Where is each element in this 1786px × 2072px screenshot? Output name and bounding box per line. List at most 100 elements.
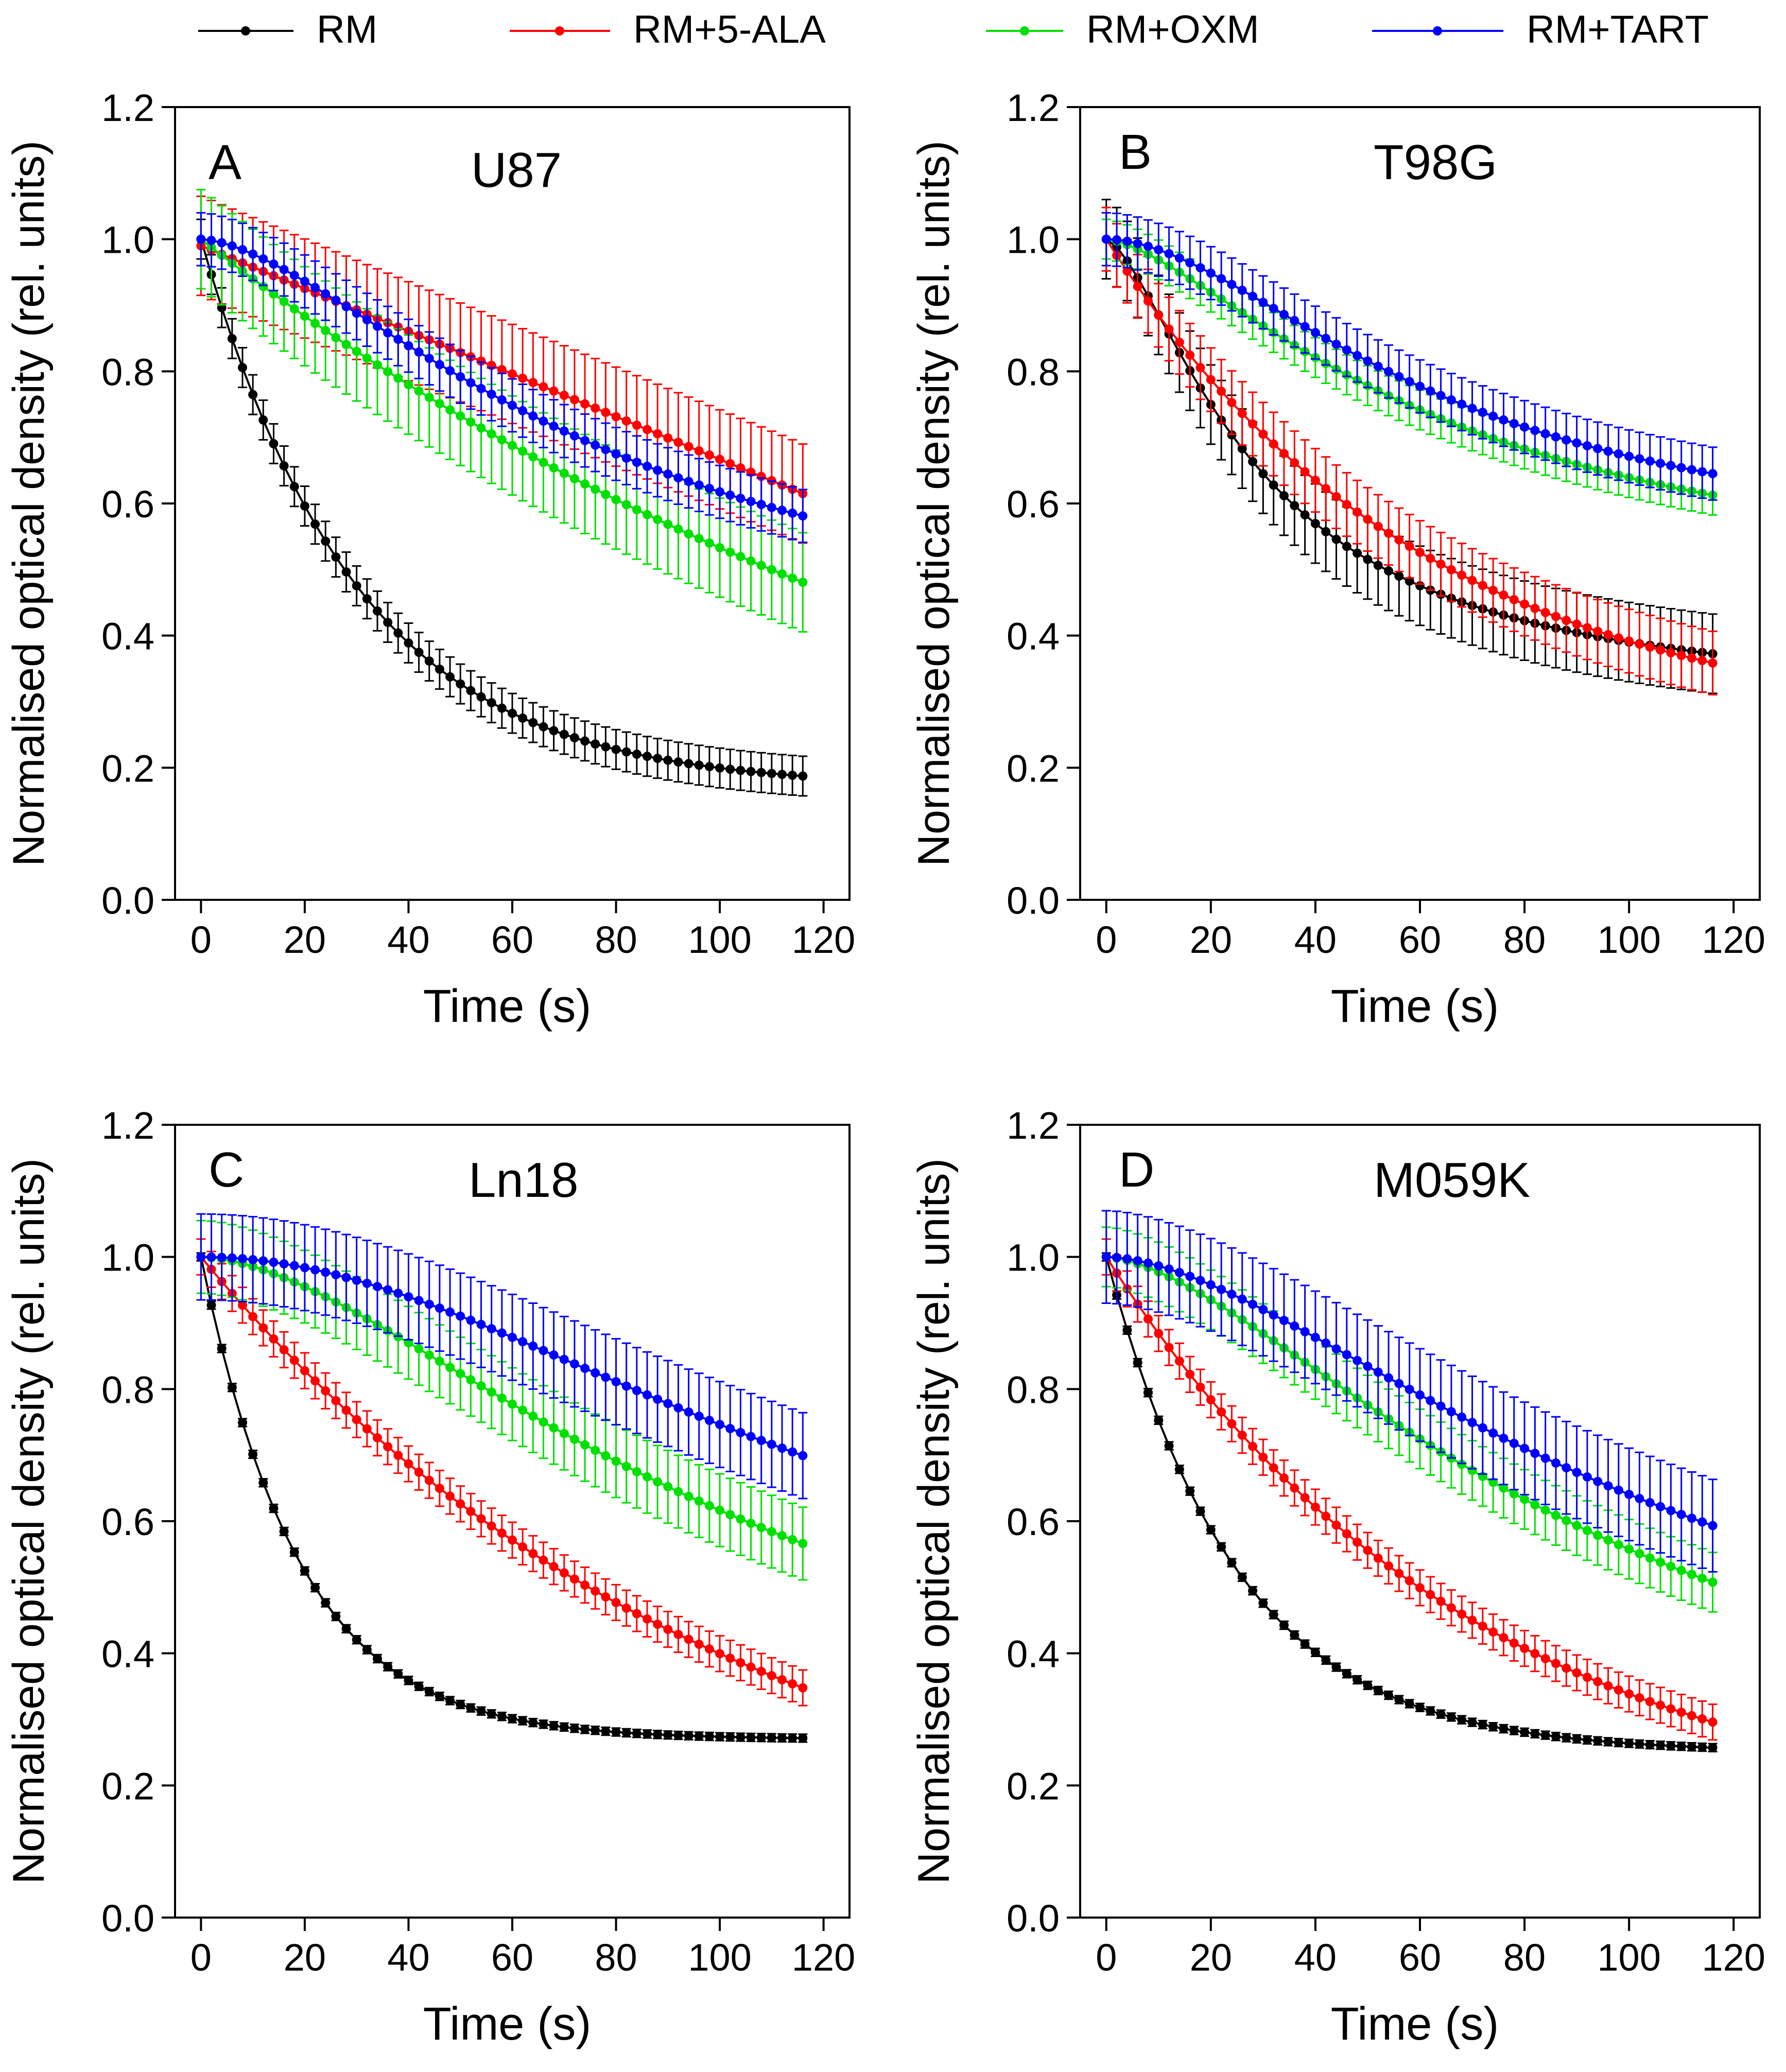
panel-b-data xyxy=(1101,199,1718,696)
panel-d-series-rm-5-ala-point xyxy=(1687,1711,1696,1720)
panel-c-series-rm-5-ala-point xyxy=(476,1514,486,1524)
panel-d-series-rm-5-ala-point xyxy=(1185,1369,1195,1379)
panel-c-series-rm-tart-point xyxy=(227,1253,237,1263)
panel-a-series-rm-point xyxy=(653,754,663,763)
panel-c-series-rm-point xyxy=(632,1729,641,1738)
panel-a-series-rm-point xyxy=(383,618,393,628)
panel-b-series-rm-5-ala-point xyxy=(1122,266,1132,276)
panel-c-series-rm-point xyxy=(206,1300,216,1310)
panel-c-xtick-label: 0 xyxy=(190,1936,212,1979)
panel-d-series-rm-point xyxy=(1562,1733,1571,1743)
panel-b-ylabel: Normalised optical density (rel. units) xyxy=(909,141,959,866)
panel-c-series-rm-oxm-point xyxy=(643,1472,652,1482)
panel-c-series-rm-oxm-point xyxy=(632,1467,641,1476)
panel-d-series-rm-point xyxy=(1206,1525,1216,1535)
panel-a-series-rm-oxm-point xyxy=(476,423,486,433)
panel-c-series-rm-5-ala-point xyxy=(238,1300,247,1310)
panel-d-series-rm-5-ala-point xyxy=(1676,1708,1686,1717)
panel-b-series-rm-5-ala-point xyxy=(1572,619,1582,629)
panel-c-series-rm-oxm-point xyxy=(621,1461,631,1471)
panel-b-series-rm-5-ala-point xyxy=(1551,612,1560,621)
panel-a-series-rm-oxm-point xyxy=(611,495,621,504)
panel-b-series-rm-point xyxy=(1404,576,1414,586)
panel-d-series-rm-point xyxy=(1687,1742,1696,1752)
panel-a-series-rm-tart-point xyxy=(684,477,693,486)
legend-label-rm-5-ala: RM+5-ALA xyxy=(633,8,826,51)
panel-a-series-rm-5-ala-point xyxy=(497,365,507,375)
panel-d-series-rm-tart-point xyxy=(1614,1485,1623,1495)
panel-c-series-rm-tart-point xyxy=(777,1443,787,1453)
panel-a-series-rm-point xyxy=(569,733,579,743)
panel-a-series-rm-5-ala-point xyxy=(663,433,673,443)
panel-d-series-rm-oxm-point xyxy=(1708,1577,1718,1587)
panel-d-series-rm-point xyxy=(1227,1558,1237,1568)
panel-a-series-rm-5-ala-point xyxy=(643,425,652,434)
panel-c-series-rm-tart-point xyxy=(663,1399,673,1408)
panel-d-series-rm-tart-point xyxy=(1384,1373,1394,1383)
panel-d-series-rm-5-ala-point xyxy=(1321,1511,1331,1521)
panel-b-series-rm-5-ala-point xyxy=(1499,590,1508,600)
panel-d-series-rm-point xyxy=(1174,1465,1184,1474)
panel-d-letter: D xyxy=(1119,1142,1154,1197)
panel-d-ytick-label: 1.2 xyxy=(1007,1104,1060,1147)
panel-d-xtick-label: 60 xyxy=(1399,1936,1441,1979)
panel-b-series-rm xyxy=(1101,199,1718,694)
panel-a-series-rm-5-ala-point xyxy=(621,416,631,426)
panel-c-series-rm-tart-point xyxy=(611,1377,621,1387)
panel-c-series-rm-oxm-point xyxy=(414,1344,424,1354)
panel-d-series-rm-tart-point xyxy=(1279,1316,1289,1326)
panel-c-series-rm-5-ala-point xyxy=(621,1603,631,1613)
panel-c-ylabel: Normalised optical density (rel. units) xyxy=(4,1158,54,1884)
panel-a-series-rm-oxm-point xyxy=(736,552,745,562)
panel-a-series-rm-point xyxy=(632,750,641,759)
panel-b-series-rm-point xyxy=(1342,542,1351,551)
panel-a-series-rm-point xyxy=(404,638,413,648)
panel-a-series-rm-point xyxy=(725,764,735,774)
panel-d-series-rm-point xyxy=(1551,1732,1560,1742)
panel-a-series-rm-point xyxy=(549,726,559,736)
panel-a-series-rm-tart-point xyxy=(466,378,476,388)
panel-a-series-rm-5-ala-point xyxy=(508,369,517,379)
panel-c-series-rm-point xyxy=(725,1732,735,1742)
panel-b-series-rm-5-ala-point xyxy=(1676,651,1686,660)
panel-d-series-rm-oxm-point xyxy=(1676,1565,1686,1575)
panel-c-series-rm-oxm-point xyxy=(798,1539,808,1548)
panel-d-series-rm-oxm-point xyxy=(1562,1516,1571,1525)
panel-c-series-rm-5-ala-point xyxy=(715,1649,725,1659)
panel-d-series-rm-point xyxy=(1645,1740,1655,1750)
panel-d-series-rm-tart-point xyxy=(1488,1428,1498,1438)
panel-d-series-rm-tart-point xyxy=(1426,1396,1435,1405)
panel-c-ytick-label: 1.0 xyxy=(101,1237,154,1279)
panel-c-series-rm-tart-point xyxy=(445,1307,455,1317)
panel-c-xtick-label: 80 xyxy=(595,1936,637,1979)
panel-b-series-rm-5-ala-point xyxy=(1321,484,1331,494)
panel-b-series-rm-5-ala-point xyxy=(1603,630,1613,639)
panel-d-series-rm-5-ala-point xyxy=(1656,1700,1666,1710)
panel-b-series-rm-tart-point xyxy=(1530,426,1540,436)
panel-d-series-rm-point xyxy=(1143,1388,1153,1398)
panel-b-series-rm-tart-point xyxy=(1415,381,1425,391)
panel-c-series-rm-5-ala-point xyxy=(694,1640,704,1649)
panel-d-series-rm-5-ala-point xyxy=(1279,1473,1289,1483)
panel-a-series-rm-tart-point xyxy=(238,245,247,255)
panel-d-series-rm-tart-point xyxy=(1603,1481,1613,1491)
panel-a-series-rm-point xyxy=(435,664,444,674)
panel-d-series-rm-5-ala-point xyxy=(1540,1653,1550,1663)
panel-c-series-rm-5-ala-point xyxy=(559,1568,569,1578)
panel-a-series-rm-oxm-point xyxy=(424,392,434,402)
panel-c-ytick-label: 0.4 xyxy=(101,1633,154,1676)
panel-a-series-rm-oxm-point xyxy=(643,510,652,519)
panel-b-series-rm-tart-point xyxy=(1520,422,1530,432)
panel-d-series-rm-tart-point xyxy=(1331,1344,1341,1354)
panel-c-series-rm-tart-point xyxy=(497,1328,507,1338)
panel-c-series-rm-5-ala-point xyxy=(373,1433,382,1443)
panel-c-series-rm-tart-point xyxy=(767,1439,776,1449)
panel-c-series-rm-point xyxy=(601,1727,611,1736)
panel-d-series-rm-5-ala-point xyxy=(1248,1441,1258,1451)
panel-c-series-rm-5-ala-point xyxy=(746,1662,756,1672)
panel-d-series-rm-5-ala xyxy=(1101,1238,1718,1741)
panel-c-series-rm-point xyxy=(404,1676,413,1685)
panel-a-series-rm-oxm-point xyxy=(414,386,424,396)
panel-d-xtick-label: 0 xyxy=(1096,1936,1117,1979)
legend-marker-rm xyxy=(241,26,250,36)
